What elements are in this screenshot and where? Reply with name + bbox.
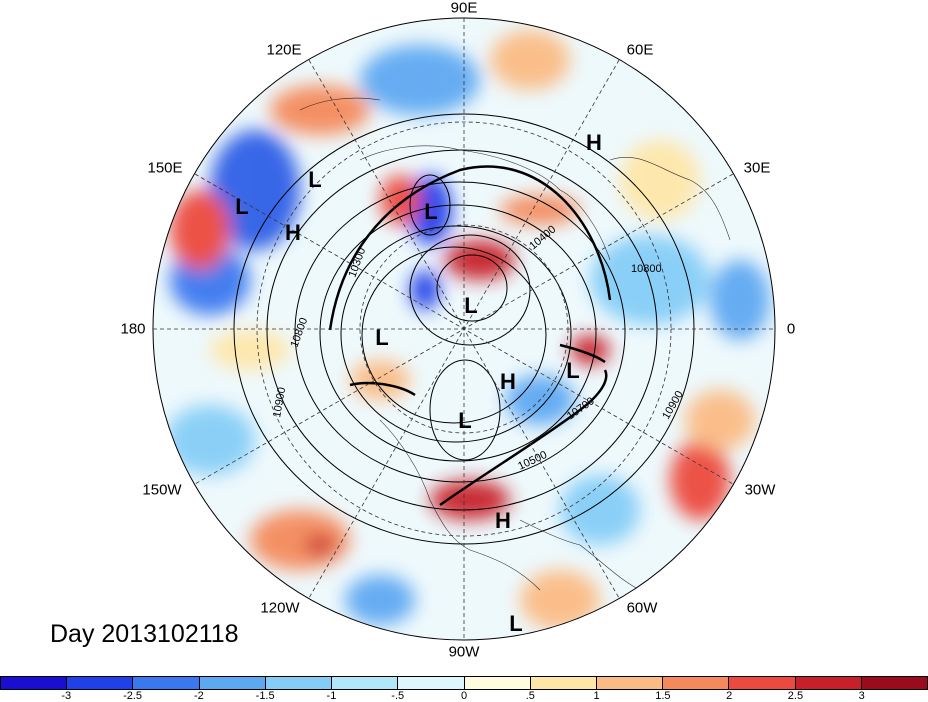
colorbar-tick-label: 2.5 [787,690,804,702]
colorbar-segment [464,677,531,689]
day-label: Day 2013102118 [50,620,239,648]
colorbar-segment [795,677,862,689]
colorbar-segment [663,677,730,689]
low-marker: L [566,358,580,383]
lon-label-150w: 150W [142,481,182,499]
colorbar-segment [861,677,928,689]
lon-label-180: 180 [120,320,146,338]
high-marker: H [285,220,301,245]
colorbar-tick-label: 0 [460,690,468,702]
contour-label: 10900 [271,386,288,418]
high-marker: H [495,508,511,533]
colorbar-tick-label: 3 [858,690,865,702]
high-marker: H [586,130,602,155]
colorbar [0,676,928,690]
lon-label-30w: 30W [744,481,776,499]
low-marker: L [424,199,438,224]
colorbar-segment [596,677,664,689]
lon-label-120e: 120E [266,41,302,59]
low-marker: L [235,194,249,219]
colorbar-tick-label: -2.5 [123,690,143,702]
colorbar-tick-label: 2 [726,690,733,702]
lon-label-150e: 150E [147,159,183,177]
graticule [153,18,775,640]
low-marker: L [308,167,322,192]
high-marker: H [500,369,516,394]
coastlines [299,97,731,591]
lon-label-120w: 120W [260,599,300,617]
low-marker: L [509,611,523,636]
lon-label-60w: 60W [626,599,658,617]
low-marker: L [375,325,389,350]
colorbar-tick-label: 1.5 [655,690,671,702]
polar-map: 10800 10900 10300 10400 10800 10900 1050… [152,17,776,641]
colorbar-segment [332,677,399,689]
lon-label-0: 0 [786,320,796,338]
colorbar-segment [133,677,200,689]
colorbar-segment [265,677,333,689]
colorbar-segment [67,677,134,689]
colorbar-segment [398,677,465,689]
colorbar-tick-label: -3 [61,690,72,702]
colorbar-segment [530,677,597,689]
contour-label: 10800 [631,263,662,275]
colorbar-tick-label: -1 [326,690,337,702]
lon-label-30e: 30E [743,159,771,177]
colorbar-tick-label: 1 [593,690,600,702]
colorbar-segment [729,677,796,689]
colorbar-tick-label: -1.5 [255,690,275,702]
lon-label-90e: 90E [450,0,478,17]
colorbar-tick-label: -.5 [391,690,405,702]
colorbar-segment [199,677,266,689]
low-marker: L [458,408,472,433]
colorbar-segment [1,677,68,689]
lon-label-90w: 90W [448,643,480,661]
colorbar-tick-label: .5 [525,690,535,702]
colorbar-tick-label: -2 [193,690,204,702]
lon-label-60e: 60E [626,41,654,59]
low-marker: L [464,293,478,318]
